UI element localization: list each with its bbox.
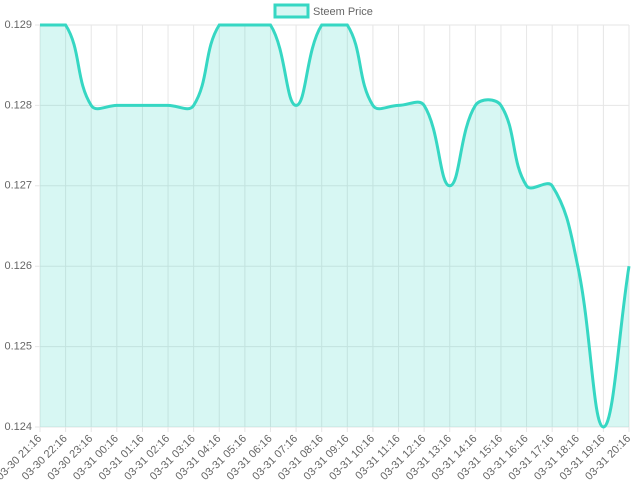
line [40, 23, 631, 429]
y-tick-label: 0.124 [4, 421, 32, 433]
y-tick-label: 0.128 [4, 99, 32, 111]
y-tick-label: 0.125 [4, 341, 32, 353]
legend-swatch[interactable] [273, 3, 310, 19]
y-tick-label: 0.129 [4, 19, 32, 31]
y-tick-label: 0.126 [4, 260, 32, 272]
legend-label[interactable]: Steem Price [313, 6, 373, 18]
area [40, 25, 629, 427]
y-tick-label: 0.127 [4, 180, 32, 192]
